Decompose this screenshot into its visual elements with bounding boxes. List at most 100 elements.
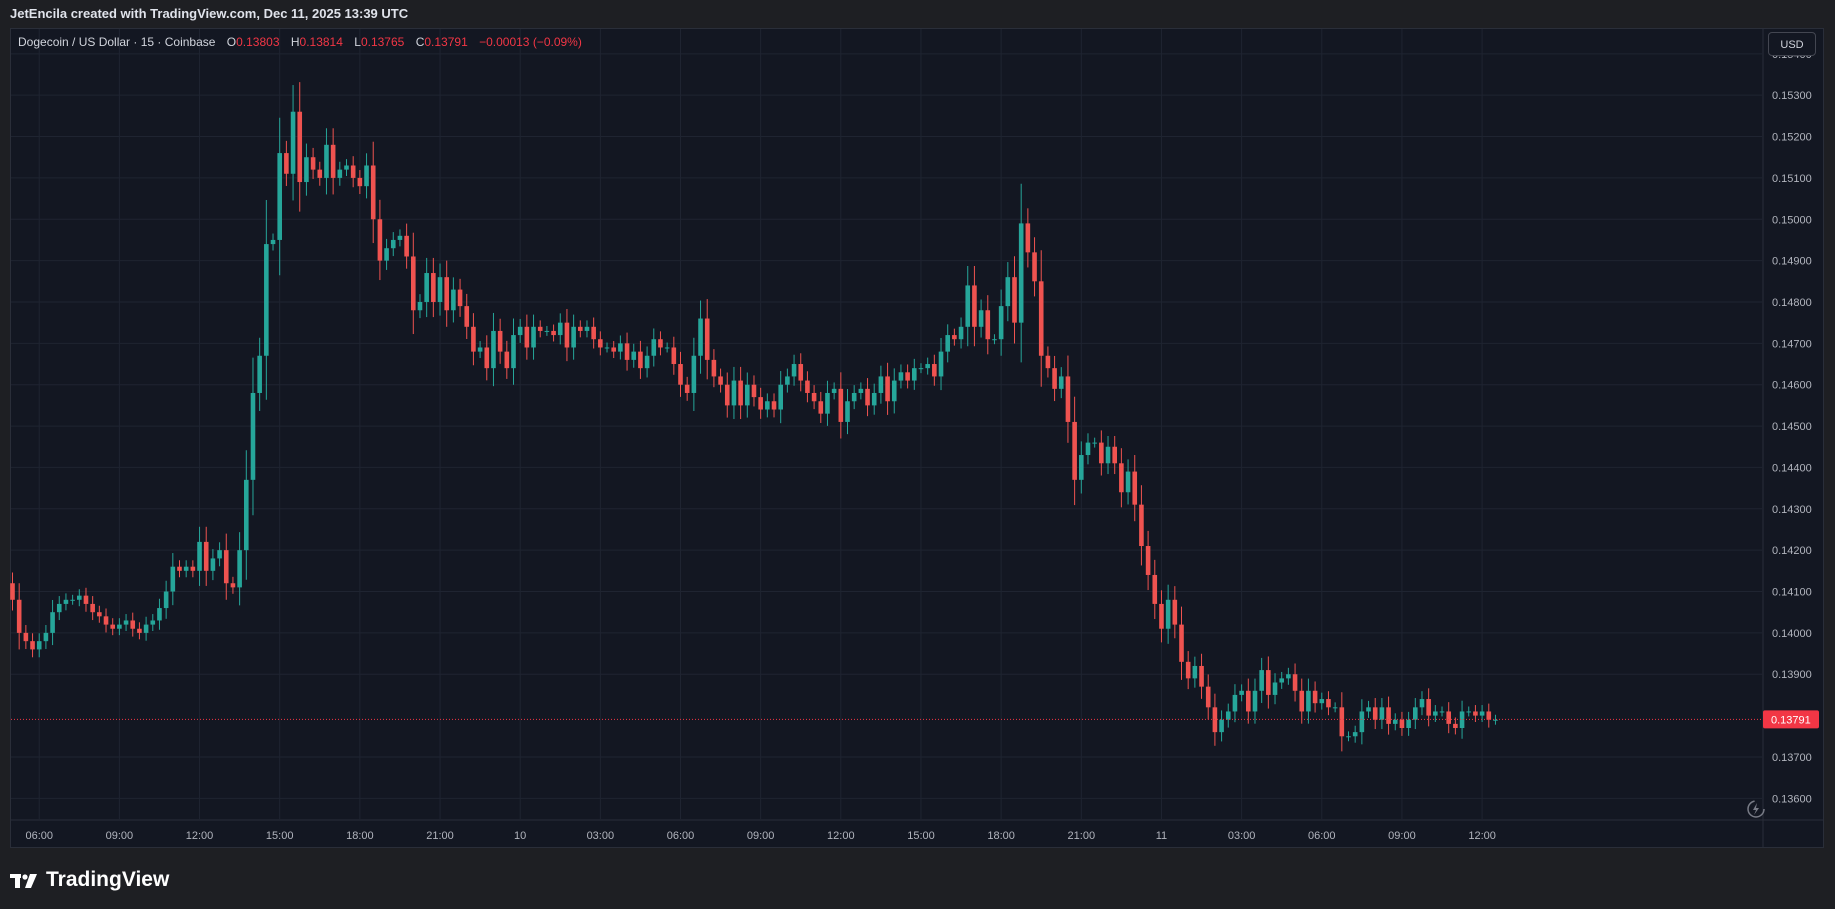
- candle-body[interactable]: [584, 326, 590, 331]
- candle-body[interactable]: [350, 165, 356, 178]
- candle-body[interactable]: [484, 347, 490, 369]
- candle-body[interactable]: [464, 306, 470, 327]
- candle-body[interactable]: [1132, 471, 1138, 505]
- candle-body[interactable]: [658, 339, 663, 348]
- candle-body[interactable]: [444, 277, 449, 311]
- candle-body[interactable]: [1172, 599, 1178, 625]
- candle-body[interactable]: [264, 244, 269, 356]
- candle-body[interactable]: [578, 326, 583, 331]
- candle-body[interactable]: [858, 388, 864, 393]
- candle-body[interactable]: [1205, 686, 1211, 708]
- candle-body[interactable]: [1299, 690, 1305, 712]
- candle-body[interactable]: [364, 165, 369, 187]
- candle-body[interactable]: [1145, 546, 1151, 575]
- candle-body[interactable]: [370, 165, 376, 220]
- candle-body[interactable]: [143, 624, 149, 633]
- candle-body[interactable]: [277, 153, 282, 240]
- candle-body[interactable]: [170, 566, 176, 592]
- candle-body[interactable]: [905, 372, 910, 381]
- candle-body[interactable]: [1479, 711, 1485, 716]
- candle-body[interactable]: [1433, 711, 1438, 716]
- replay-icon[interactable]: [1745, 798, 1767, 820]
- candle-body[interactable]: [805, 380, 810, 393]
- candle-body[interactable]: [791, 364, 797, 377]
- candle-body[interactable]: [758, 397, 763, 410]
- candle-body[interactable]: [1239, 690, 1244, 695]
- candle-body[interactable]: [825, 392, 830, 414]
- candle-body[interactable]: [932, 364, 937, 377]
- candle-body[interactable]: [290, 111, 296, 174]
- candle-body[interactable]: [230, 583, 236, 588]
- candle-body[interactable]: [270, 239, 276, 245]
- candle-body[interactable]: [1072, 421, 1077, 480]
- candle-body[interactable]: [724, 384, 730, 406]
- candle-body[interactable]: [644, 355, 650, 369]
- candle-body[interactable]: [1406, 719, 1411, 729]
- candle-body[interactable]: [437, 277, 443, 302]
- candle-body[interactable]: [517, 326, 523, 336]
- candle-body[interactable]: [1266, 670, 1271, 695]
- candle-body[interactable]: [50, 612, 55, 633]
- candle-body[interactable]: [865, 388, 870, 406]
- candle-body[interactable]: [344, 165, 349, 170]
- candle-body[interactable]: [1112, 446, 1117, 464]
- candle-body[interactable]: [83, 595, 89, 604]
- candle-body[interactable]: [237, 550, 242, 588]
- candle-body[interactable]: [90, 603, 95, 613]
- candle-body[interactable]: [16, 599, 22, 633]
- candle-body[interactable]: [1366, 707, 1371, 712]
- candle-body[interactable]: [1413, 707, 1418, 720]
- candle-body[interactable]: [1359, 711, 1365, 733]
- candle-body[interactable]: [898, 372, 904, 381]
- candle-body[interactable]: [1092, 442, 1097, 444]
- candle-body[interactable]: [1386, 707, 1391, 724]
- candle-body[interactable]: [718, 376, 723, 385]
- candle-body[interactable]: [137, 628, 142, 633]
- candle-body[interactable]: [998, 306, 1004, 340]
- candle-body[interactable]: [698, 318, 703, 356]
- candle-body[interactable]: [557, 322, 563, 336]
- candle-body[interactable]: [811, 392, 817, 402]
- candle-body[interactable]: [531, 326, 536, 348]
- candle-body[interactable]: [1165, 599, 1171, 629]
- candle-body[interactable]: [918, 368, 924, 370]
- candle-body[interactable]: [871, 392, 877, 406]
- candle-body[interactable]: [1453, 723, 1458, 729]
- candle-body[interactable]: [357, 177, 363, 187]
- candle-body[interactable]: [524, 326, 530, 348]
- candle-body[interactable]: [123, 620, 129, 625]
- candle-body[interactable]: [1079, 455, 1084, 480]
- candle-body[interactable]: [130, 620, 136, 629]
- candle-body[interactable]: [163, 591, 169, 609]
- candle-body[interactable]: [1185, 661, 1191, 679]
- candle-body[interactable]: [925, 364, 930, 369]
- candle-body[interactable]: [745, 384, 750, 406]
- candle-body[interactable]: [1392, 719, 1398, 724]
- candle-body[interactable]: [738, 380, 743, 406]
- candle-body[interactable]: [337, 169, 343, 178]
- candle-body[interactable]: [1065, 376, 1071, 422]
- candle-body[interactable]: [1085, 442, 1091, 456]
- candle-body[interactable]: [1125, 471, 1131, 493]
- candle-body[interactable]: [1192, 665, 1198, 679]
- candle-body[interactable]: [457, 289, 463, 307]
- candle-body[interactable]: [1259, 670, 1264, 691]
- candle-body[interactable]: [551, 330, 556, 336]
- candle-body[interactable]: [664, 347, 670, 349]
- candle-body[interactable]: [1219, 719, 1224, 733]
- candle-body[interactable]: [417, 301, 423, 311]
- candle-body[interactable]: [1252, 690, 1258, 712]
- candle-body[interactable]: [611, 347, 616, 352]
- candle-body[interactable]: [1292, 674, 1298, 691]
- candle-body[interactable]: [1352, 732, 1358, 737]
- candle-body[interactable]: [190, 566, 196, 571]
- candle-body[interactable]: [704, 318, 710, 360]
- candle-body[interactable]: [70, 599, 75, 601]
- candle-body[interactable]: [1419, 699, 1425, 708]
- candle-body[interactable]: [424, 273, 429, 302]
- candle-body[interactable]: [1272, 682, 1278, 695]
- candle-body[interactable]: [1025, 223, 1031, 253]
- candle-body[interactable]: [117, 624, 122, 629]
- candle-body[interactable]: [1346, 736, 1351, 738]
- candle-body[interactable]: [183, 566, 189, 571]
